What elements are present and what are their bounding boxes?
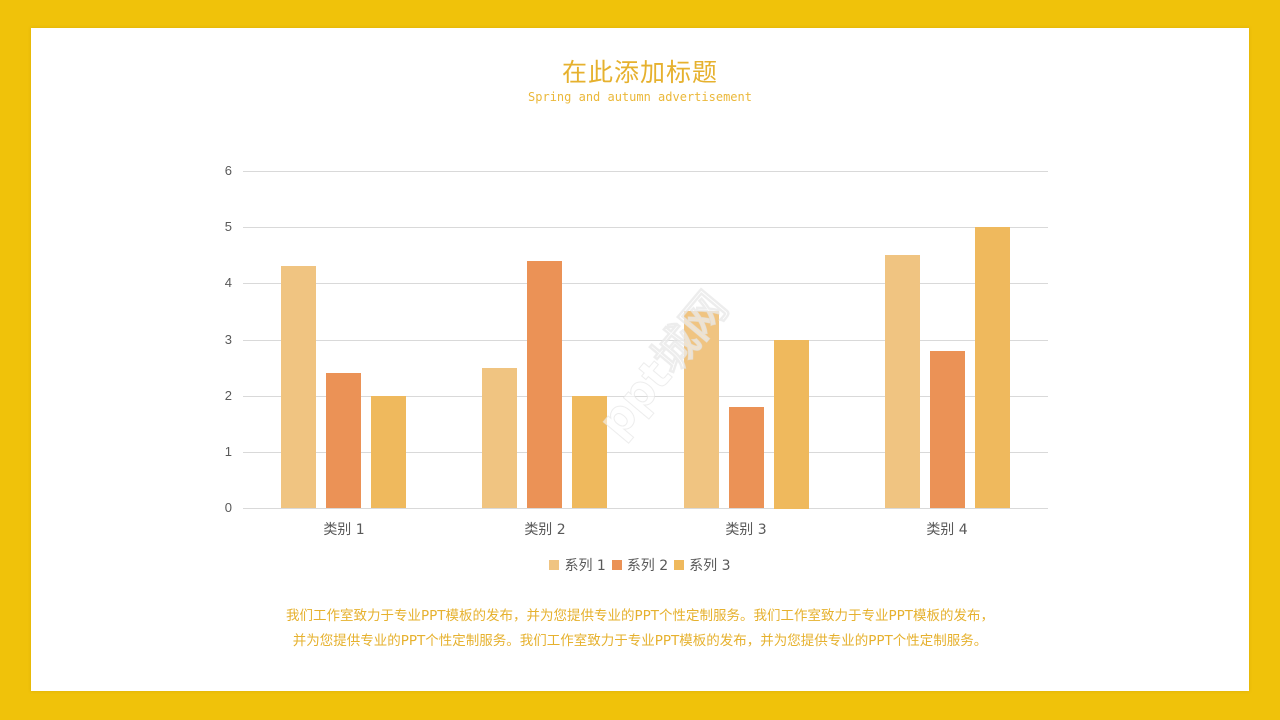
gridline: [243, 452, 1048, 453]
legend-label: 系列 1: [564, 558, 606, 574]
bar: [482, 368, 517, 508]
bar: [281, 266, 316, 508]
gridline: [243, 227, 1048, 228]
slide-subtitle: Spring and autumn advertisement: [528, 90, 752, 104]
x-tick-label: 类别 1: [323, 522, 365, 538]
bar: [975, 227, 1010, 508]
y-tick-label: 0: [224, 500, 232, 515]
legend-item: 系列 3: [674, 555, 731, 575]
slide-canvas: [31, 28, 1249, 691]
gridline: [243, 171, 1048, 172]
bar: [930, 351, 965, 508]
gridline: [243, 340, 1048, 341]
y-tick-label: 2: [224, 388, 232, 403]
x-tick-label: 类别 3: [725, 522, 767, 538]
legend-label: 系列 2: [626, 558, 669, 574]
x-tick-label: 类别 4: [926, 522, 968, 538]
y-tick-label: 1: [224, 444, 232, 459]
bar: [326, 373, 361, 508]
legend-swatch-icon: [549, 560, 560, 570]
gridline: [243, 396, 1048, 397]
chart-legend: 系列 1 系列 2 系列 3: [0, 555, 1280, 575]
legend-label: 系列 3: [689, 558, 731, 574]
bar: [371, 396, 406, 508]
y-tick-label: 3: [224, 332, 232, 347]
y-tick-label: 5: [224, 219, 232, 234]
body-paragraph: 我们工作室致力于专业PPT模板的发布，并为您提供专业的PPT个性定制服务。我们工…: [0, 604, 1280, 654]
legend-swatch-icon: [674, 560, 685, 570]
x-tick-label: 类别 2: [524, 522, 566, 538]
bar: [572, 396, 607, 508]
bar: [527, 261, 562, 508]
y-tick-label: 4: [224, 275, 232, 290]
legend-swatch-icon: [611, 560, 622, 570]
gridline: [243, 508, 1048, 509]
y-tick-label: 6: [224, 163, 232, 178]
body-line-1: 我们工作室致力于专业PPT模板的发布，并为您提供专业的PPT个性定制服务。我们工…: [285, 608, 995, 624]
body-line-2: 并为您提供专业的PPT个性定制服务。我们工作室致力于专业PPT模板的发布，并为您…: [292, 633, 988, 649]
legend-item: 系列 1: [549, 555, 606, 575]
bar: [729, 407, 764, 508]
bar: [885, 255, 920, 508]
slide-title: 在此添加标题: [561, 58, 718, 87]
bar: [774, 340, 809, 509]
bar: [684, 311, 719, 508]
legend-item: 系列 2: [611, 555, 669, 575]
gridline: [243, 283, 1048, 284]
